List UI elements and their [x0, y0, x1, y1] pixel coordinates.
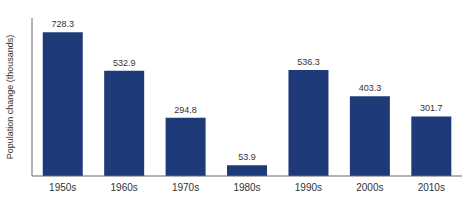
- svg-text:53.9: 53.9: [238, 152, 256, 162]
- svg-text:301.7: 301.7: [420, 103, 443, 113]
- svg-text:1980s: 1980s: [233, 182, 260, 193]
- svg-text:294.8: 294.8: [174, 105, 197, 115]
- svg-text:1990s: 1990s: [295, 182, 322, 193]
- svg-text:1950s: 1950s: [49, 182, 76, 193]
- svg-text:403.3: 403.3: [359, 83, 382, 93]
- svg-text:2000s: 2000s: [356, 182, 383, 193]
- svg-text:536.3: 536.3: [297, 57, 320, 67]
- svg-text:2010s: 2010s: [418, 182, 445, 193]
- svg-text:1960s: 1960s: [111, 182, 138, 193]
- svg-text:728.3: 728.3: [51, 19, 74, 29]
- svg-text:532.9: 532.9: [113, 58, 136, 68]
- svg-text:Population change (thousands): Population change (thousands): [8, 35, 15, 160]
- svg-text:1970s: 1970s: [172, 182, 199, 193]
